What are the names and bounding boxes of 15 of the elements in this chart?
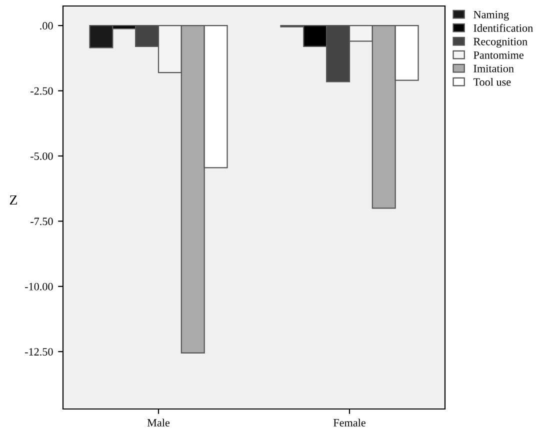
legend-label: Naming [474, 10, 509, 21]
y-tick-label: -10.00 [24, 282, 53, 290]
y-tick-label: .00 [40, 22, 53, 30]
legend-label: Pantomime [474, 51, 524, 59]
legend-label: Tool use [473, 78, 511, 86]
y-tick-label: -12.50 [24, 348, 53, 356]
legend-label: Identification [474, 24, 533, 32]
x-tick-label: Female [333, 418, 366, 427]
y-tick-label: -7.50 [30, 218, 53, 226]
x-tick-label: Male [147, 418, 170, 427]
legend-label: Imitation [474, 64, 514, 72]
y-tick-label: -2.50 [30, 87, 53, 95]
legend-label: Recognition [474, 38, 528, 48]
y-axis-title: Z [10, 195, 17, 205]
y-tick-label: -5.00 [30, 152, 53, 160]
